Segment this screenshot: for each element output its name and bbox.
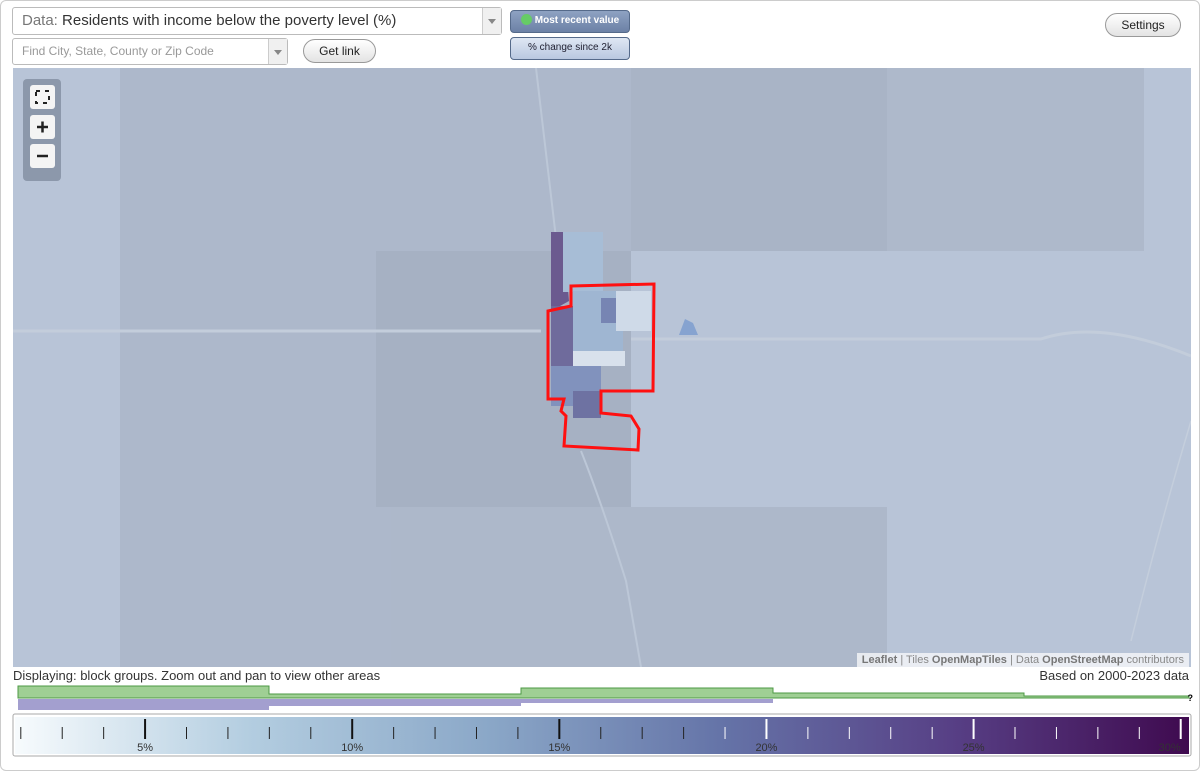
data-value: Residents with income below the poverty … xyxy=(62,12,397,29)
map-area xyxy=(631,68,887,251)
based-on-text: Based on 2000-2023 data xyxy=(1039,668,1189,683)
tick-label: 30% xyxy=(1159,742,1181,754)
block-group xyxy=(601,298,616,323)
selected-boundary xyxy=(546,282,656,452)
map[interactable] xyxy=(13,68,1191,667)
attribution-part: contributors xyxy=(1123,654,1184,666)
fullscreen-icon xyxy=(35,90,50,104)
search-input[interactable]: Find City, State, County or Zip Code xyxy=(12,38,288,65)
dropdown-arrow xyxy=(482,8,501,34)
block-group xyxy=(563,232,603,292)
attribution: Leaflet | Tiles OpenMapTiles | Data Open… xyxy=(856,653,1189,667)
block-group xyxy=(616,291,651,331)
attribution-part: | Tiles xyxy=(897,654,932,666)
percent-change-toggle[interactable]: % change since 2k xyxy=(510,37,630,60)
dropdown-arrow xyxy=(268,39,287,64)
attribution-part: OpenStreetMap xyxy=(1042,654,1124,666)
tick-label: 15% xyxy=(548,742,570,754)
histogram-change xyxy=(18,699,773,710)
tick-label: 10% xyxy=(341,742,363,754)
displaying-text: Displaying: block groups. Zoom out and p… xyxy=(13,668,381,683)
attribution-part: Leaflet xyxy=(861,654,898,666)
plus-icon xyxy=(37,121,48,133)
legend: ? 5% 10% 15% 20% 25% 30% xyxy=(12,685,1194,757)
most-recent-label: Most recent value xyxy=(534,15,620,26)
block-group xyxy=(573,391,601,418)
color-scale xyxy=(15,717,1189,754)
check-icon xyxy=(520,14,532,25)
map-area xyxy=(391,507,887,667)
settings-button[interactable]: Settings xyxy=(1105,13,1181,37)
get-link-button[interactable]: Get link xyxy=(303,39,376,63)
data-label: Data: xyxy=(22,12,58,29)
block-group xyxy=(573,351,625,366)
tick-label: 5% xyxy=(137,742,153,754)
tick-label: 20% xyxy=(755,742,777,754)
histogram-recent xyxy=(17,685,1190,699)
map-area xyxy=(887,68,1144,251)
search-placeholder: Find City, State, County or Zip Code xyxy=(22,44,214,58)
fullscreen-button[interactable] xyxy=(30,85,55,109)
river xyxy=(1130,420,1191,642)
attribution-part: | Data xyxy=(1006,654,1043,666)
help-icon[interactable]: ? xyxy=(1188,693,1194,703)
most-recent-toggle[interactable]: Most recent value xyxy=(510,10,630,33)
attribution-part: OpenMapTiles xyxy=(931,654,1007,666)
road xyxy=(13,329,1191,358)
data-select[interactable]: Data: Residents with income below the po… xyxy=(12,7,502,35)
tick-label: 25% xyxy=(963,742,985,754)
water xyxy=(679,319,698,335)
